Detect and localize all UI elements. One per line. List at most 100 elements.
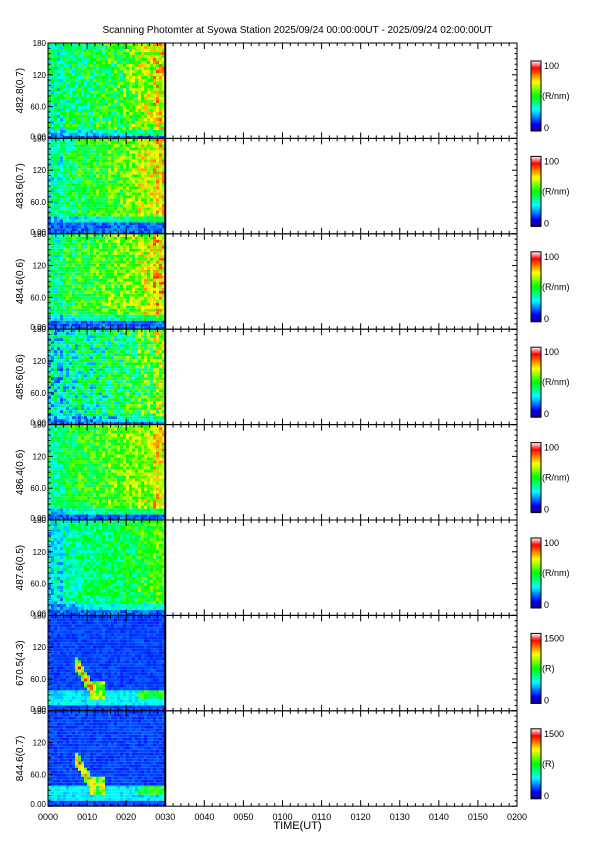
heatmap-3	[48, 233, 166, 330]
colorbar-max-label: 100	[544, 61, 559, 71]
colorbar-unit-label: (R/nm)	[542, 377, 570, 387]
y-tick-label: 0.00	[30, 705, 46, 714]
y-tick-label: 120	[33, 452, 47, 461]
x-tick-label: 0140	[429, 812, 449, 822]
colorbar-unit-label: (R/nm)	[542, 186, 570, 196]
panel-2: 0.00 60.0 120 180 483.6(0.7) 100 0 (R/nm)	[15, 134, 570, 236]
y-axis-label: 670.5(4.3)	[15, 640, 26, 686]
y-axis-label: 483.6(0.7)	[15, 163, 26, 209]
y-tick-label: 180	[33, 134, 47, 143]
y-tick-label: 60.0	[30, 293, 46, 302]
y-tick-label: 180	[33, 421, 47, 430]
y-tick-label: 60.0	[30, 103, 46, 112]
y-tick-label: 120	[33, 71, 47, 80]
heatmap-6	[48, 520, 166, 616]
y-tick-label: 60.0	[30, 770, 46, 779]
colorbar-max-label: 100	[544, 252, 559, 262]
y-tick-label: 0.00	[30, 514, 46, 523]
colorbar-min-label: 0	[544, 791, 549, 801]
x-tick-label: 0040	[194, 812, 214, 822]
colorbar-max-label: 100	[544, 347, 559, 357]
y-tick-label: 0.00	[30, 323, 46, 332]
y-axis-label: 485.6(0.6)	[15, 354, 26, 400]
x-tick-label: 0020	[116, 812, 136, 822]
panel-6: 0.00 60.0 120 180 487.6(0.5) 100 0 (R/nm)	[15, 516, 570, 618]
x-tick-label: 0150	[468, 812, 488, 822]
y-tick-label: 60.0	[30, 198, 46, 207]
x-tick-label: 0050	[233, 812, 253, 822]
y-tick-label: 180	[33, 611, 47, 620]
y-axis-label: 487.6(0.5)	[15, 545, 26, 591]
colorbar-max-label: 100	[544, 538, 559, 548]
y-tick-label: 120	[33, 739, 47, 748]
colorbar-unit-label: (R)	[542, 759, 555, 769]
x-tick-label: 0110	[312, 812, 331, 822]
colorbar	[530, 60, 542, 132]
y-axis-label: 484.6(0.6)	[15, 259, 26, 305]
y-axis-label: 482.8(0.7)	[15, 68, 26, 114]
y-tick-label: 60.0	[30, 484, 46, 493]
x-tick-label: 0130	[390, 812, 410, 822]
y-tick-label: 60.0	[30, 675, 46, 684]
y-tick-label: 0.00	[30, 228, 46, 237]
y-tick-label: 180	[33, 516, 47, 525]
colorbar-min-label: 0	[544, 505, 549, 515]
panel-3: 0.00 60.0 120 180 484.6(0.6) 100 0 (R/nm)	[15, 230, 570, 332]
panel-1: 0.00 60.0 120 180 482.8(0.7) 100 0 (R/nm)	[15, 39, 570, 141]
y-axis-label: 486.4(0.6)	[15, 450, 26, 496]
colorbar	[530, 442, 542, 514]
colorbar	[530, 632, 542, 704]
colorbar	[530, 537, 542, 609]
heatmap-8	[48, 710, 166, 807]
heatmap-7	[48, 615, 166, 711]
colorbar-min-label: 0	[544, 695, 549, 705]
colorbar-min-label: 0	[544, 600, 549, 610]
colorbar-min-label: 0	[544, 123, 549, 133]
y-tick-label: 180	[33, 230, 47, 239]
y-tick-label: 120	[33, 357, 47, 366]
x-tick-label: 0010	[77, 812, 97, 822]
y-tick-label: 0.00	[30, 419, 46, 428]
heatmap-1	[48, 43, 166, 139]
colorbar-max-label: 1500	[544, 633, 564, 643]
y-tick-label: 120	[33, 262, 47, 271]
y-tick-label: 180	[33, 325, 47, 334]
colorbar-min-label: 0	[544, 314, 549, 324]
colorbar-min-label: 0	[544, 409, 549, 419]
colorbar-unit-label: (R/nm)	[542, 282, 570, 292]
colorbar	[530, 346, 542, 418]
panel-5: 0.00 60.0 120 180 486.4(0.6) 100 0 (R/nm)	[15, 421, 570, 523]
colorbar-unit-label: (R/nm)	[542, 473, 570, 483]
colorbar	[530, 251, 542, 323]
y-tick-label: 0.00	[30, 132, 46, 141]
panel-8: 0.00 60.0 120 180 844.6(0.7) 1500 0 (R)	[15, 707, 564, 809]
y-tick-label: 60.0	[30, 389, 46, 398]
colorbar-unit-label: (R)	[542, 663, 555, 673]
y-tick-label: 0.00	[30, 800, 46, 809]
colorbar-min-label: 0	[544, 218, 549, 228]
y-axis-label: 844.6(0.7)	[15, 736, 26, 782]
colorbar-max-label: 1500	[544, 729, 564, 739]
colorbar-unit-label: (R/nm)	[542, 568, 570, 578]
y-tick-label: 120	[33, 643, 47, 652]
x-tick-label: 0030	[155, 812, 175, 822]
y-tick-label: 180	[33, 707, 47, 716]
y-tick-label: 180	[33, 39, 47, 48]
chart-title: Scanning Photomter at Syowa Station 2025…	[102, 25, 493, 36]
heatmap-2	[48, 138, 166, 234]
x-tick-label: 0000	[38, 812, 58, 822]
panel-4: 0.00 60.0 120 180 485.6(0.6) 100 0 (R/nm)	[15, 325, 570, 427]
heatmap-5	[48, 424, 166, 521]
panel-7: 0.00 60.0 120 180 670.5(4.3) 1500 0 (R)	[15, 611, 564, 713]
x-axis-label: TIME(UT)	[273, 820, 322, 832]
y-tick-label: 120	[33, 166, 47, 175]
x-tick-label: 0200	[507, 812, 527, 822]
y-tick-label: 60.0	[30, 580, 46, 589]
colorbar-max-label: 100	[544, 443, 559, 453]
colorbar	[530, 155, 542, 227]
colorbar-unit-label: (R/nm)	[542, 91, 570, 101]
y-tick-label: 0.00	[30, 609, 46, 618]
heatmap-4	[48, 329, 166, 425]
x-tick-label: 0100	[272, 812, 292, 822]
